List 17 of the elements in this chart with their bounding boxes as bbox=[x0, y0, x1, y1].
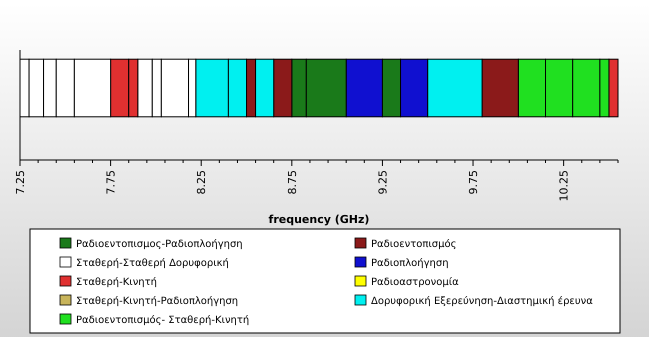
legend-label: Ραδιοεντοπισμός bbox=[371, 239, 456, 250]
legend-label: Ραδιοεντοπισμός- Σταθερή-Κινητή bbox=[76, 315, 250, 326]
legend-label: Σταθερή-Κινητή bbox=[76, 277, 157, 288]
x-tick-label: 10.25 bbox=[558, 170, 571, 202]
x-tick-label: 8.25 bbox=[195, 170, 208, 194]
x-axis-title: frequency (GHz) bbox=[268, 213, 370, 226]
x-tick-label: 7.25 bbox=[14, 170, 27, 194]
legend-label: Σταθερή-Κινητή-Ραδιοπλοήγηση bbox=[76, 296, 238, 307]
x-tick-label: 9.75 bbox=[467, 170, 480, 194]
x-tick-label: 9.25 bbox=[376, 170, 390, 194]
x-tick-label: 7.75 bbox=[104, 170, 118, 194]
legend-label: Σταθερή-Σταθερή Δορυφορική bbox=[76, 258, 229, 269]
x-tick-label: 8.75 bbox=[286, 170, 299, 194]
legend-label: Ραδιοαστρονομία bbox=[371, 277, 460, 288]
legend-label: Δορυφορική Εξερεύνηση-Διαστημική έρευνα bbox=[371, 296, 594, 307]
legend-label: Ραδιοπλοήγηση bbox=[371, 258, 449, 269]
legend-label: Ραδιοεντοπισμος-Ραδιοπλοήγηση bbox=[76, 239, 243, 250]
